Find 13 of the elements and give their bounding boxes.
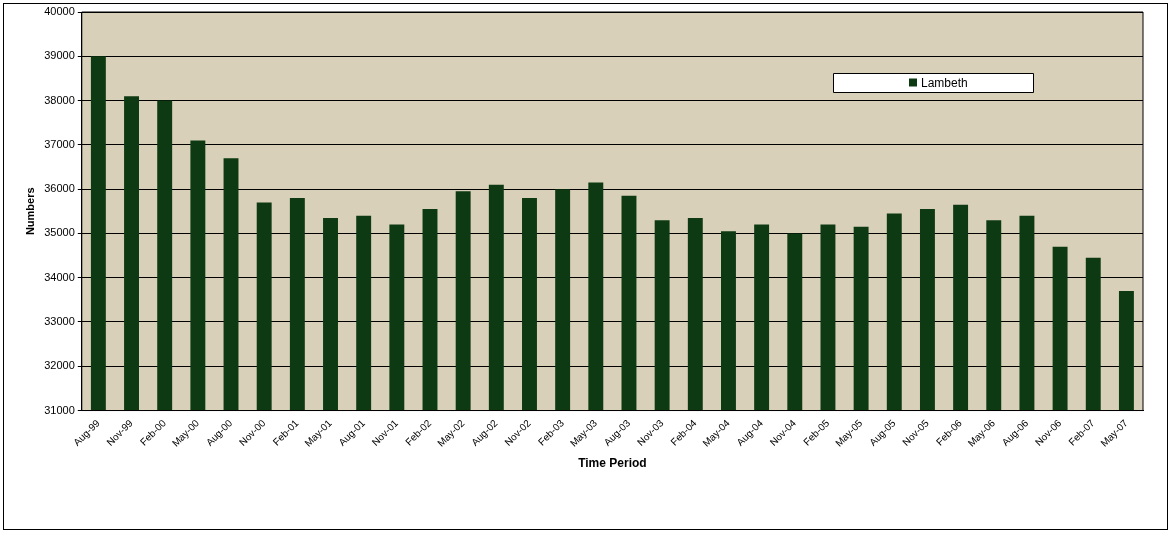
- y-tick-label: 33000: [44, 315, 75, 327]
- y-axis-title: Numbers: [23, 187, 36, 236]
- y-tick-label: 35000: [44, 226, 75, 239]
- y-tick-label: 38000: [44, 93, 75, 106]
- legend-label: Lambeth: [921, 75, 968, 90]
- y-tick-label: 39000: [44, 49, 75, 62]
- y-tick-label: 34000: [44, 270, 75, 283]
- y-tick-label: 32000: [44, 359, 75, 372]
- y-tick-label: 36000: [44, 182, 75, 195]
- y-tick-label: 37000: [44, 137, 75, 150]
- x-axis-title: Time Period: [578, 456, 647, 471]
- y-tick-label: 31000: [44, 403, 75, 416]
- y-tick-label: 40000: [44, 5, 75, 18]
